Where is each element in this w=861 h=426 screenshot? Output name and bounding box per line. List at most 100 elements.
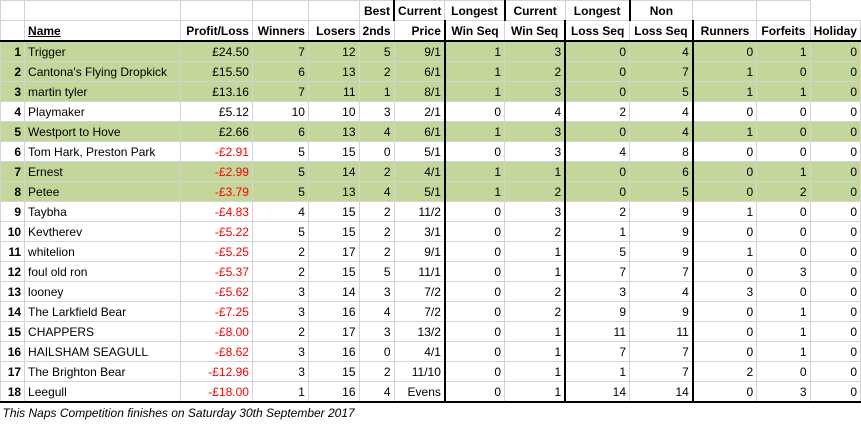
current-loss-seq-cell: 1	[564, 221, 631, 242]
current-loss-seq-cell: 7	[564, 341, 631, 362]
winners-cell: 5	[251, 161, 309, 182]
current-win-seq-cell: 1	[444, 40, 506, 62]
table-row: 14 The Larkfield Bear -£7.25 3 16 4 7/2 0 2 9 9 0 1 0	[0, 301, 861, 322]
forfeits-cell: 0	[756, 201, 811, 222]
seconds-cell: 0	[358, 141, 395, 162]
name-cell: Tom Hark, Preston Park	[24, 141, 181, 162]
holiday-cell: 0	[809, 141, 861, 162]
holiday-cell: 0	[809, 61, 861, 82]
longest-loss-seq-cell: 9	[629, 201, 694, 222]
holiday-cell: 0	[809, 341, 861, 362]
table-row: 3 martin tyler £13.16 7 11 1 8/1 1 3 0 5 1 1 0	[0, 81, 861, 102]
non-runners-cell: 1	[692, 241, 758, 262]
non-runners-cell: 1	[692, 81, 758, 102]
longest-win-seq-cell: 2	[504, 61, 567, 82]
forfeits-cell: 0	[756, 101, 811, 122]
forfeits-cell: 2	[756, 181, 811, 202]
table-row: 7 Ernest -£2.99 5 14 2 4/1 1 1 0 6 0 1 0	[0, 161, 861, 182]
table-row: 6 Tom Hark, Preston Park -£2.91 5 15 0 5/1 0 3 4 8…	[0, 141, 861, 162]
current-win-seq-cell: 0	[444, 141, 506, 162]
longest-win-seq-cell: 1	[504, 241, 567, 262]
holiday-cell: 0	[809, 381, 861, 403]
seconds-cell: 0	[358, 341, 395, 362]
price-cell: 7/2	[393, 301, 446, 322]
name-cell: looney	[24, 281, 181, 302]
profit-cell: -£5.62	[179, 281, 253, 302]
header-row-top: Best Current Longest Current Longest Non	[0, 0, 861, 21]
seconds-cell: 5	[358, 261, 395, 282]
forfeits-cell: 0	[756, 61, 811, 82]
longest-win-seq-cell: 3	[504, 40, 567, 62]
winners-cell: 6	[251, 121, 309, 142]
current-win-seq-cell: 0	[444, 341, 506, 362]
losers-cell: 10	[307, 101, 360, 122]
losers-cell: 15	[307, 261, 360, 282]
forfeits-cell: 1	[756, 321, 811, 342]
longest-loss-seq-cell: 6	[629, 161, 694, 182]
seconds-cell: 2	[358, 161, 395, 182]
holiday-cell: 0	[809, 221, 861, 242]
current-win-seq-cell: 0	[444, 361, 506, 382]
header-longest-win: Longest	[444, 0, 506, 21]
forfeits-cell: 1	[756, 301, 811, 322]
holiday-cell: 0	[809, 40, 861, 62]
current-win-seq-cell: 1	[444, 161, 506, 182]
current-loss-seq-cell: 3	[564, 281, 631, 302]
header-profit: Profit/Loss	[179, 20, 253, 42]
header-name-label: Name	[28, 23, 61, 38]
winners-cell: 6	[251, 61, 309, 82]
price-cell: 8/1	[393, 81, 446, 102]
header-non-runners: Runners	[692, 20, 758, 42]
profit-cell: -£5.37	[179, 261, 253, 282]
winners-cell: 5	[251, 141, 309, 162]
header-best: Best	[358, 0, 396, 21]
rank-cell: 7	[0, 161, 26, 182]
losers-cell: 15	[307, 141, 360, 162]
header-longest-loss-seq: Loss Seq	[629, 20, 694, 42]
name-cell: Taybha	[24, 201, 181, 222]
current-loss-seq-cell: 11	[564, 321, 631, 342]
longest-win-seq-cell: 1	[504, 361, 567, 382]
non-runners-cell: 0	[692, 181, 758, 202]
non-runners-cell: 2	[692, 361, 758, 382]
profit-cell: -£18.00	[179, 381, 253, 403]
forfeits-cell: 3	[756, 261, 811, 282]
longest-win-seq-cell: 3	[504, 121, 567, 142]
longest-win-seq-cell: 2	[504, 181, 567, 202]
rank-cell: 9	[0, 201, 26, 222]
longest-win-seq-cell: 2	[504, 301, 567, 322]
longest-loss-seq-cell: 4	[629, 281, 694, 302]
rank-cell: 2	[0, 61, 26, 82]
losers-cell: 17	[307, 241, 360, 262]
price-cell: Evens	[393, 381, 446, 403]
seconds-cell: 4	[358, 381, 395, 403]
current-loss-seq-cell: 9	[564, 301, 631, 322]
price-cell: 4/1	[393, 341, 446, 362]
holiday-cell: 0	[809, 201, 861, 222]
seconds-cell: 3	[358, 101, 395, 122]
longest-loss-seq-cell: 7	[629, 341, 694, 362]
losers-cell: 13	[307, 181, 360, 202]
forfeits-cell: 0	[756, 221, 811, 242]
current-win-seq-cell: 0	[444, 301, 506, 322]
seconds-cell: 2	[358, 241, 395, 262]
losers-cell: 11	[307, 81, 360, 102]
non-runners-cell: 0	[692, 101, 758, 122]
winners-cell: 5	[251, 181, 309, 202]
winners-cell: 3	[251, 281, 309, 302]
winners-cell: 1	[251, 381, 309, 403]
table-row: 5 Westport to Hove £2.66 6 13 4 6/1 1 3 0 4 1 0 0	[0, 121, 861, 142]
price-cell: 13/2	[393, 321, 446, 342]
profit-cell: -£7.25	[179, 301, 253, 322]
non-runners-cell: 0	[692, 40, 758, 62]
holiday-cell: 0	[809, 81, 861, 102]
profit-cell: £5.12	[179, 101, 253, 122]
current-win-seq-cell: 0	[444, 201, 506, 222]
longest-win-seq-cell: 1	[504, 261, 567, 282]
longest-loss-seq-cell: 11	[629, 321, 694, 342]
longest-loss-seq-cell: 9	[629, 221, 694, 242]
table-row: 11 whitelion -£5.25 2 17 2 9/1 0 1 5 9 1 0 0	[0, 241, 861, 262]
price-cell: 11/1	[393, 261, 446, 282]
name-cell: Leegull	[24, 381, 181, 403]
